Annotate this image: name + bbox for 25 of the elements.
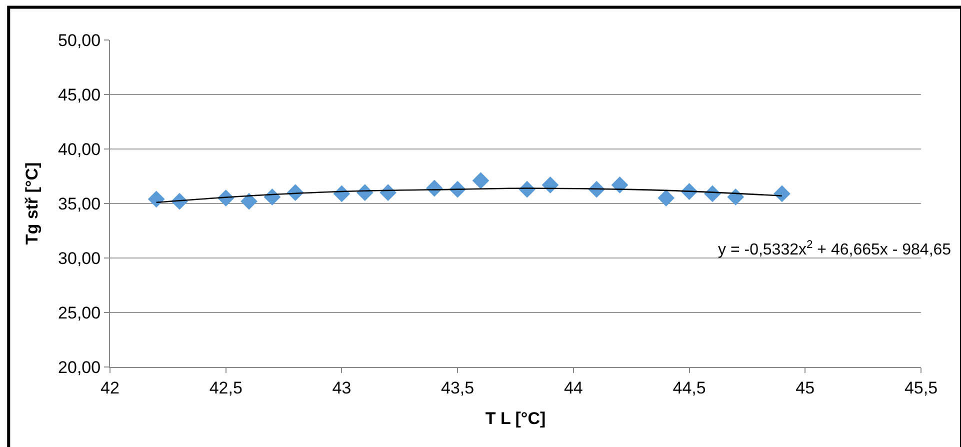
point	[240, 192, 258, 210]
x-tick-label: 43,5	[441, 378, 474, 398]
point	[148, 190, 165, 208]
y-tick-label: 35,00	[58, 194, 101, 214]
x-tick-label: 44	[564, 378, 583, 398]
x-tick-label: 42,5	[209, 378, 242, 398]
y-axis-title: Tg stř [°C]	[22, 162, 42, 245]
point	[727, 188, 744, 206]
x-tick-label: 43	[332, 378, 352, 398]
x-tick-label: 42	[100, 378, 120, 398]
y-tick-label: 20,00	[58, 358, 101, 377]
point	[658, 190, 675, 206]
y-tick-label: 45,00	[58, 85, 101, 104]
y-tick-label: 40,00	[58, 140, 101, 159]
annotation: y = -0,5332x$^{2}$ + 46,665x - 984,65	[718, 239, 952, 259]
x-tick-label: 44,5	[672, 378, 706, 398]
y-tick-label: 30,00	[58, 248, 101, 268]
y-tick-label: 50,00	[58, 30, 101, 50]
x-tick-label: 45,5	[904, 378, 938, 398]
x-axis-title: T L [°C]	[485, 408, 546, 428]
point	[774, 185, 790, 202]
point	[611, 176, 628, 194]
point	[472, 172, 490, 190]
y-tick-label: 25,00	[58, 303, 101, 322]
x-tick-label: 45	[796, 378, 815, 398]
